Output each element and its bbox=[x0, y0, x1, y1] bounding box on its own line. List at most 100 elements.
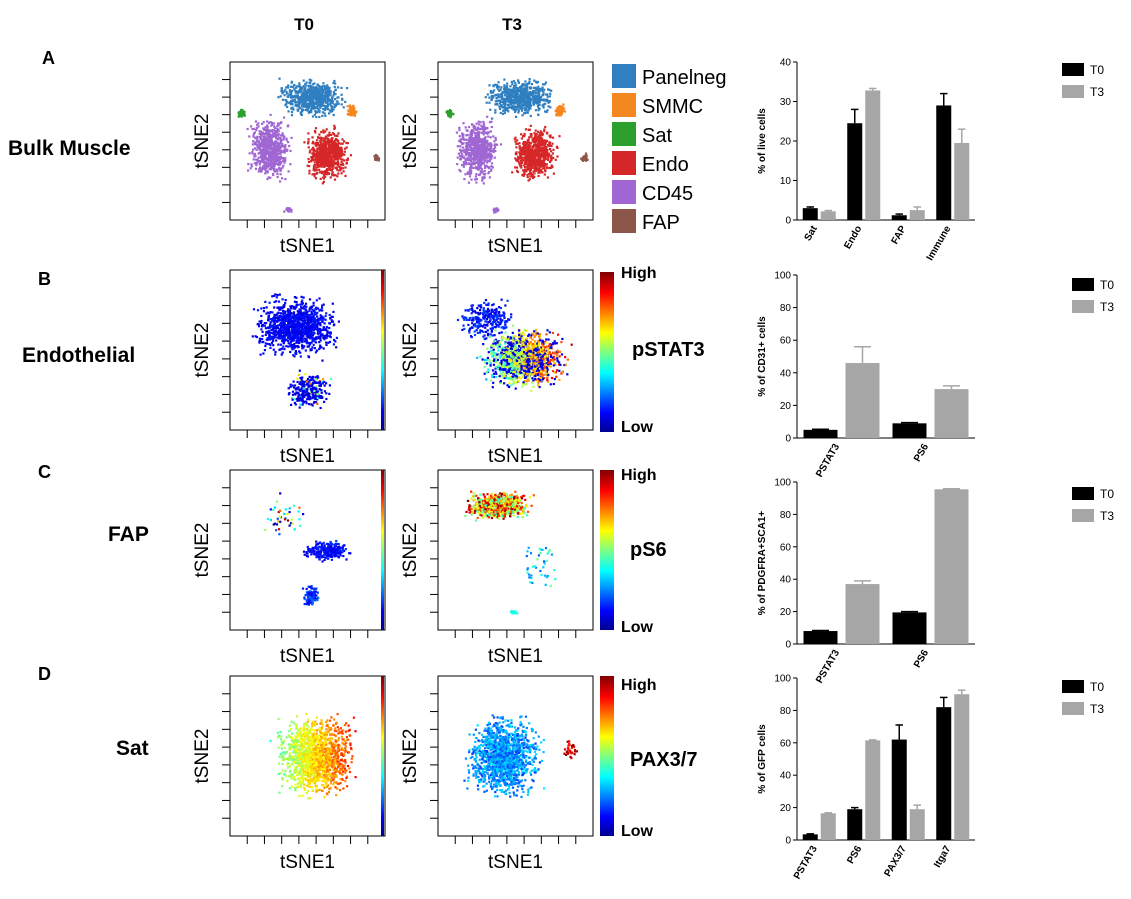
colorbar-low-label: Low bbox=[621, 619, 654, 636]
legend-swatch-t0 bbox=[1072, 278, 1094, 291]
y-tick-label: 20 bbox=[780, 607, 792, 618]
legend-label-endo: Endo bbox=[642, 154, 689, 176]
tsne-y-axis-label: tSNE2 bbox=[192, 114, 213, 169]
panel-letter-c: C bbox=[38, 462, 51, 482]
bar-t3-fap bbox=[909, 210, 925, 220]
tsne-points bbox=[445, 78, 589, 214]
legend-label-panelneg: Panelneg bbox=[642, 67, 727, 89]
y-tick-label: 40 bbox=[780, 575, 792, 586]
bar-t0-itga7 bbox=[936, 707, 952, 840]
bar-t0-endo bbox=[847, 123, 863, 220]
tsne-points bbox=[269, 712, 357, 800]
tsne-points bbox=[237, 77, 381, 213]
tsne-points bbox=[464, 490, 557, 615]
legend-swatch-t0 bbox=[1062, 63, 1084, 76]
tsne-x-axis-label: tSNE1 bbox=[488, 852, 543, 873]
legend-swatch-panelneg bbox=[612, 64, 636, 88]
colorbar-low-label: Low bbox=[621, 823, 654, 840]
y-axis-label: % of live cells bbox=[757, 108, 768, 174]
bar-t3-pstat3 bbox=[845, 584, 880, 644]
legend-swatch-t3 bbox=[1062, 702, 1084, 715]
error-bar bbox=[901, 610, 918, 613]
tsne-y-axis-label: tSNE2 bbox=[192, 323, 213, 378]
legend-label-t3: T3 bbox=[1100, 300, 1114, 314]
y-axis-label: % of PDGFRA+SCA1+ bbox=[757, 511, 768, 616]
x-tick-label: PS6 bbox=[912, 442, 931, 464]
y-tick-label: 40 bbox=[780, 771, 792, 782]
legend-label-t0: T0 bbox=[1100, 487, 1114, 501]
bar-t3-sat bbox=[820, 211, 836, 220]
bar-t0-pstat3 bbox=[803, 631, 838, 644]
colorbar-high-label: High bbox=[621, 677, 657, 694]
bar-charts: 0 10 20 30 40 % of live cells Sat Endo FAP Immune… bbox=[757, 58, 1114, 882]
bar-t0-ps6 bbox=[892, 612, 927, 644]
bar-t0-pax3-7 bbox=[891, 739, 907, 840]
y-tick-label: 0 bbox=[785, 836, 791, 847]
y-tick-label: 60 bbox=[780, 336, 792, 347]
legend-label-t0: T0 bbox=[1090, 63, 1104, 77]
y-tick-label: 20 bbox=[780, 401, 792, 412]
x-tick-label: PS6 bbox=[845, 844, 864, 866]
x-tick-label: PSTAT3 bbox=[792, 844, 820, 882]
legend-label-cd45: CD45 bbox=[642, 183, 693, 205]
tsne-y-axis-label: tSNE2 bbox=[400, 523, 421, 578]
bar-chart-c: 0 20 40 60 80 100 % of PDGFRA+SCA1+ PSTAT3 PS6 T0… bbox=[757, 478, 1114, 686]
bar-t3-ps6 bbox=[934, 389, 969, 438]
column-header-t3: T3 bbox=[502, 15, 522, 34]
x-tick-label: PSTAT3 bbox=[814, 648, 842, 686]
marker-label-pax3-7: PAX3/7 bbox=[630, 749, 697, 771]
tsne-y-axis-label: tSNE2 bbox=[400, 114, 421, 169]
legend-label-t3: T3 bbox=[1100, 509, 1114, 523]
tsne-points bbox=[264, 492, 352, 606]
error-bar bbox=[854, 345, 871, 364]
y-tick-label: 0 bbox=[785, 216, 791, 227]
tsne-plot: tSNE1 tSNE2 bbox=[400, 61, 594, 257]
error-bar bbox=[851, 108, 859, 124]
tsne-x-axis-label: tSNE1 bbox=[280, 852, 335, 873]
tsne-y-axis-label: tSNE2 bbox=[400, 729, 421, 784]
y-tick-label: 10 bbox=[780, 176, 792, 187]
panel-letter-b: B bbox=[38, 269, 51, 289]
legend-label-sat: Sat bbox=[642, 125, 672, 147]
tsne-x-axis-label: tSNE1 bbox=[280, 646, 335, 667]
bar-t3-pstat3 bbox=[820, 813, 836, 840]
bar-t3-ps6 bbox=[865, 740, 881, 840]
colorbar-high-label: High bbox=[621, 265, 657, 282]
y-tick-label: 100 bbox=[774, 674, 791, 685]
y-tick-label: 0 bbox=[785, 434, 791, 445]
legend-swatch-t0 bbox=[1062, 680, 1084, 693]
column-header-t0: T0 bbox=[294, 15, 314, 34]
legend-swatch-fap bbox=[612, 209, 636, 233]
row-label-fap: FAP bbox=[108, 523, 149, 546]
tsne-x-axis-label: tSNE1 bbox=[488, 446, 543, 467]
legend-swatch-t0 bbox=[1072, 487, 1094, 500]
tsne-plot: tSNE1 tSNE2 bbox=[192, 675, 386, 873]
tsne-x-axis-label: tSNE1 bbox=[488, 236, 543, 257]
marker-label-pstat3: pSTAT3 bbox=[632, 339, 705, 361]
legend-label-smmc: SMMC bbox=[642, 96, 703, 118]
bar-chart-b: 0 20 40 60 80 100 % of CD31+ cells PSTAT3 PS6 T0 T… bbox=[757, 271, 1114, 480]
bar-t3-immune bbox=[954, 142, 970, 220]
error-bar bbox=[940, 92, 948, 106]
x-tick-label: Sat bbox=[803, 223, 821, 243]
y-tick-label: 80 bbox=[780, 303, 792, 314]
legend-swatch-cd45 bbox=[612, 180, 636, 204]
x-tick-label: Immune bbox=[925, 224, 954, 263]
colorbar-d: High Low PAX3/7 bbox=[600, 676, 697, 840]
error-bar bbox=[901, 421, 918, 424]
marker-label-ps6: pS6 bbox=[630, 539, 667, 561]
row-label-bulk-muscle: Bulk Muscle bbox=[8, 137, 131, 160]
colorbar-gradient bbox=[600, 676, 614, 836]
y-tick-label: 60 bbox=[780, 738, 792, 749]
y-axis-label: % of GFP cells bbox=[757, 724, 768, 794]
x-tick-label: PAX3/7 bbox=[882, 844, 909, 879]
x-tick-label: Itga7 bbox=[932, 844, 953, 870]
row-label-endothelial: Endothelial bbox=[22, 344, 135, 367]
tsne-plot: tSNE1 tSNE2 bbox=[192, 469, 386, 667]
tsne-y-axis-label: tSNE2 bbox=[192, 729, 213, 784]
error-bar bbox=[812, 428, 829, 430]
tsne-x-axis-label: tSNE1 bbox=[280, 236, 335, 257]
bar-chart-d: 0 20 40 60 80 100 % of GFP cells PSTAT3 PS6 PAX3/… bbox=[757, 674, 1104, 882]
colorbar-low-label: Low bbox=[621, 419, 654, 436]
